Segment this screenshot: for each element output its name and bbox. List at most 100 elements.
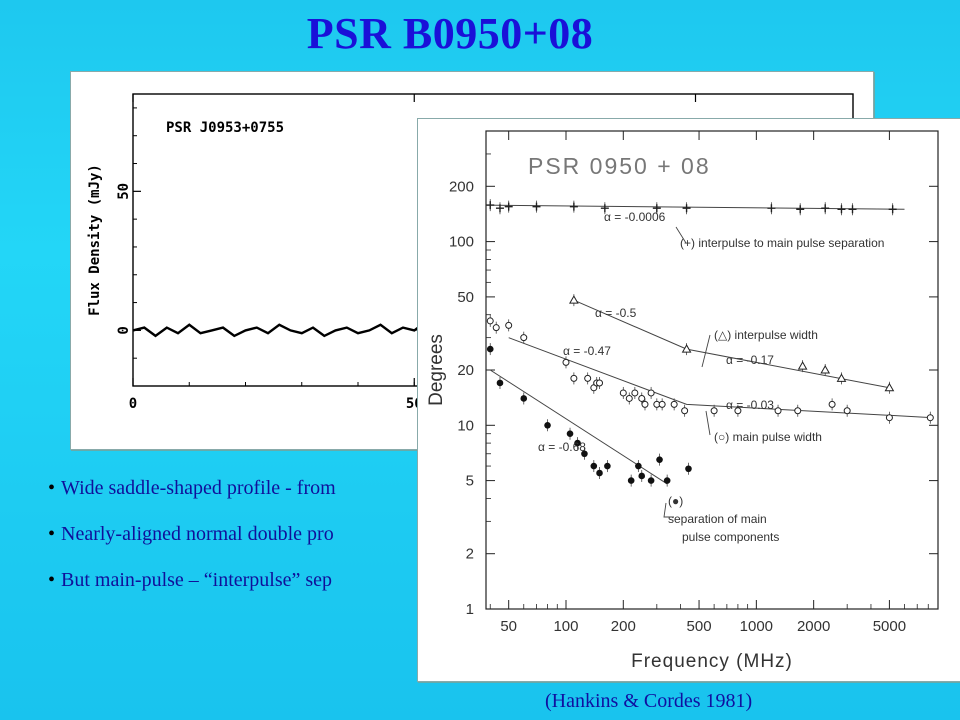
fit-alpha-label: α = -0.0006 bbox=[604, 210, 666, 224]
filled-circle-point bbox=[638, 472, 646, 480]
filled-circle-point bbox=[596, 469, 603, 477]
bullet-dot-icon: • bbox=[48, 523, 56, 545]
series-label: separation of main bbox=[668, 512, 767, 526]
plus-point bbox=[796, 205, 805, 214]
bullet-item: • Wide saddle-shaped profile - from bbox=[48, 478, 428, 498]
plus-point bbox=[821, 204, 830, 213]
filled-circle-point bbox=[590, 462, 598, 470]
open-circle-point bbox=[619, 389, 627, 397]
open-circle-point bbox=[794, 407, 802, 415]
plus-point bbox=[486, 201, 495, 210]
bullet-item: • Nearly-aligned normal double pro bbox=[48, 524, 428, 544]
filled-circle-point bbox=[656, 456, 663, 463]
fit-alpha-label: α = -0.17 bbox=[726, 353, 774, 367]
open-circle-point bbox=[505, 321, 513, 329]
filled-circle-point bbox=[647, 477, 655, 484]
plus-point bbox=[888, 205, 897, 214]
open-circle-point bbox=[625, 394, 633, 402]
triangle-point bbox=[836, 373, 847, 382]
filled-circle-point bbox=[604, 462, 611, 470]
open-circle-point bbox=[926, 414, 934, 422]
chart-title: PSR J0953+0755 bbox=[166, 120, 284, 136]
x-tick-label: 500 bbox=[687, 618, 712, 635]
leader-line bbox=[663, 502, 674, 518]
y-tick-label: 2 bbox=[466, 546, 474, 563]
plus-point bbox=[837, 205, 846, 214]
series-label: (△) interpulse width bbox=[714, 328, 818, 342]
open-circle-point bbox=[631, 389, 639, 397]
fit-alpha-label: α = -0.03 bbox=[726, 398, 774, 412]
spectral-plot-panel: 50 100 200 500 1000 2000 5000 1 2 5 10 20 50 100 200 De… bbox=[417, 118, 960, 682]
triangle-point bbox=[569, 295, 579, 304]
open-circle-point bbox=[596, 379, 604, 387]
open-circle-point bbox=[562, 358, 570, 366]
filled-circle-point bbox=[566, 430, 574, 438]
open-circle-point bbox=[486, 317, 494, 325]
filled-circle-point bbox=[685, 465, 692, 473]
x-tick-label: 0 bbox=[129, 396, 137, 412]
filled-circle-point bbox=[496, 379, 504, 387]
series-label: pulse components bbox=[682, 530, 779, 544]
series-label: (+) interpulse to main pulse separation bbox=[680, 236, 884, 250]
open-circle-point bbox=[843, 407, 851, 415]
leader-line bbox=[705, 410, 711, 436]
plus-point bbox=[495, 204, 504, 213]
open-circle-point bbox=[774, 407, 782, 415]
plus-point bbox=[682, 204, 691, 213]
filled-circle-point bbox=[627, 477, 635, 484]
y-tick-label: 200 bbox=[449, 178, 474, 195]
triangle-point bbox=[797, 361, 808, 370]
filled-circle-point bbox=[574, 439, 581, 447]
open-circle-point bbox=[670, 400, 678, 408]
open-circle-point bbox=[734, 407, 742, 415]
filled-circle-point bbox=[581, 450, 588, 458]
x-tick-label: 1000 bbox=[740, 618, 773, 635]
x-tick-label: 5000 bbox=[873, 618, 906, 635]
x-tick-label: 50 bbox=[500, 618, 517, 635]
plus-point bbox=[600, 204, 609, 213]
y-tick-label: 20 bbox=[457, 362, 474, 379]
y-axis-label: Flux Density (mJy) bbox=[87, 164, 103, 316]
fit-alpha-label: α = -0.68 bbox=[538, 440, 586, 454]
open-circle-point bbox=[647, 389, 655, 397]
x-tick-label: 2000 bbox=[797, 618, 830, 635]
fit-alpha-label: α = -0.5 bbox=[595, 306, 637, 320]
bullet-dot-icon: • bbox=[48, 478, 56, 499]
bullet-text: Wide saddle-shaped profile - from bbox=[61, 478, 336, 499]
y-tick-label: 5 bbox=[466, 473, 474, 490]
open-circle-point bbox=[681, 407, 689, 415]
filled-circle-point bbox=[544, 421, 551, 429]
y-tick-label: 10 bbox=[457, 417, 474, 434]
open-circle-point bbox=[492, 324, 500, 332]
y-tick-label: 1 bbox=[466, 601, 474, 618]
x-tick-label: 200 bbox=[611, 618, 636, 635]
triangle-point bbox=[884, 382, 895, 392]
series-label: (●) bbox=[668, 494, 683, 508]
open-circle-point bbox=[641, 400, 649, 408]
open-circle-point bbox=[584, 374, 592, 382]
series-label: (○) main pulse width bbox=[714, 430, 822, 444]
filled-circle-point bbox=[663, 477, 671, 484]
fit-line bbox=[485, 204, 905, 210]
plus-point bbox=[569, 202, 578, 211]
open-circle-point bbox=[570, 374, 578, 382]
open-circle-point bbox=[828, 400, 836, 408]
filled-circle-point bbox=[520, 395, 528, 402]
spectral-plot: 50 100 200 500 1000 2000 5000 1 2 5 10 20 50 100 200 De… bbox=[426, 130, 939, 672]
y-tick-label: 100 bbox=[449, 234, 474, 251]
plus-point bbox=[767, 204, 776, 213]
bullet-item: • But main-pulse – “interpulse” sep bbox=[48, 570, 428, 590]
open-circle-point bbox=[638, 394, 646, 402]
bullet-text: Nearly-aligned normal double pro bbox=[61, 523, 334, 545]
open-circle-point bbox=[658, 400, 666, 408]
y-axis-label: Degrees bbox=[426, 334, 447, 406]
triangle-point bbox=[681, 344, 692, 353]
x-axis-label: Frequency (MHz) bbox=[631, 651, 793, 672]
plus-point bbox=[848, 205, 857, 214]
filled-circle-point bbox=[486, 345, 494, 353]
plus-point bbox=[652, 204, 661, 213]
open-circle-point bbox=[885, 414, 893, 422]
bullet-text: But main-pulse – “interpulse” sep bbox=[61, 569, 333, 591]
open-circle-point bbox=[710, 407, 718, 415]
bullet-list: • Wide saddle-shaped profile - from • Near… bbox=[48, 478, 428, 616]
